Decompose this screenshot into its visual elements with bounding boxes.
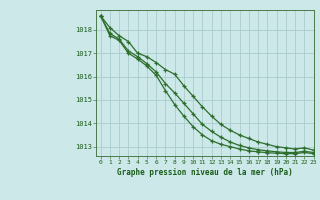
X-axis label: Graphe pression niveau de la mer (hPa): Graphe pression niveau de la mer (hPa) bbox=[117, 168, 293, 177]
